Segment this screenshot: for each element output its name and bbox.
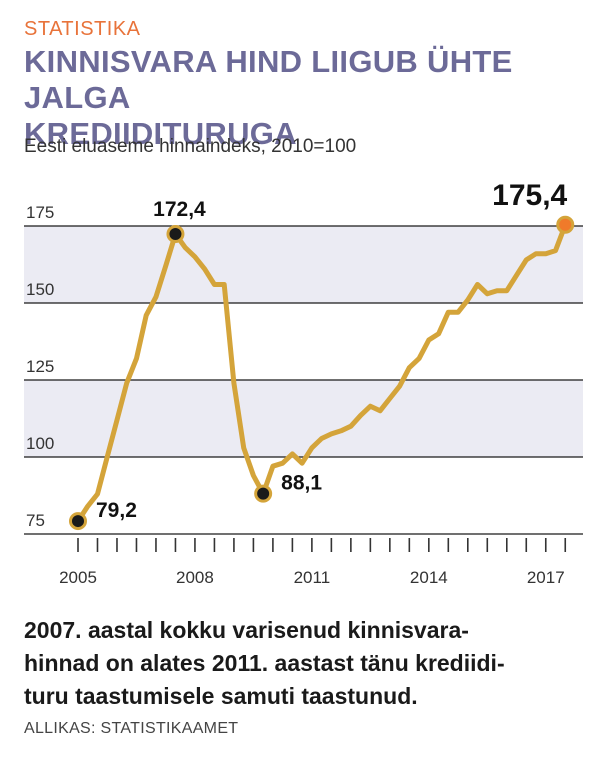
y-tick-label: 100 xyxy=(26,434,54,453)
data-label: 175,4 xyxy=(492,179,567,212)
series-line xyxy=(75,222,568,524)
caption-line-1: 2007. aastal kokku varisenud kinnisvara- xyxy=(24,617,469,643)
x-tick-label: 2005 xyxy=(59,568,97,587)
data-label: 172,4 xyxy=(153,198,206,221)
data-label: 79,2 xyxy=(96,499,137,522)
caption: 2007. aastal kokku varisenud kinnisvara-… xyxy=(24,614,584,713)
y-axis-ticks: 75 100 125 150 175 xyxy=(26,203,54,530)
caption-line-2: hinnad on alates 2011. aastast tänu kred… xyxy=(24,650,505,676)
x-tick-label: 2017 xyxy=(527,568,565,587)
y-tick-label: 150 xyxy=(26,280,54,299)
data-point-marker xyxy=(166,225,185,244)
y-tick-label: 125 xyxy=(26,357,54,376)
y-tick-label: 175 xyxy=(26,203,54,222)
title-line-2: KREDIIDITURUGA xyxy=(24,116,297,151)
data-point-marker xyxy=(556,215,575,234)
line-chart: 75 100 125 150 175 2005 2008 2011 2014 2017 79,2… xyxy=(24,179,583,587)
data-label: 88,1 xyxy=(281,472,322,495)
chart-subtitle: Eesti eluaseme hinnaindeks, 2010=100 xyxy=(24,136,357,157)
x-tick-label: 2014 xyxy=(410,568,448,587)
chart-title: KINNISVARA HIND LIIGUB ÜHTE JALGA KREDII… xyxy=(24,44,584,152)
grid-band xyxy=(24,226,583,303)
data-point-marker xyxy=(254,484,273,503)
caption-line-3: turu taastumisele samuti taastunud. xyxy=(24,683,418,709)
grid-bands xyxy=(24,226,583,457)
annotation-points: 79,2 172,4 88,1 175,4 xyxy=(69,179,575,531)
source-label: ALLIKAS: STATISTIKAAMET xyxy=(24,720,239,737)
series-group xyxy=(75,222,568,524)
y-tick-label: 75 xyxy=(26,511,45,530)
x-tick-label: 2008 xyxy=(176,568,214,587)
kicker-label: STATISTIKA xyxy=(24,18,141,40)
data-point-marker xyxy=(69,512,87,531)
x-tick-label: 2011 xyxy=(294,568,331,587)
title-line-1: KINNISVARA HIND LIIGUB ÜHTE JALGA xyxy=(24,44,513,115)
x-axis: 2005 2008 2011 2014 2017 xyxy=(59,538,567,587)
